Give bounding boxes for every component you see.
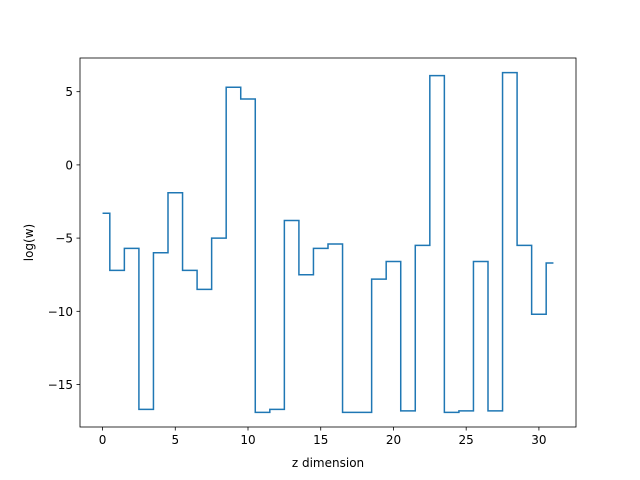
x-tick-label: 10 bbox=[240, 433, 255, 447]
y-tick-label: −10 bbox=[48, 305, 73, 319]
y-axis-label: log(w) bbox=[22, 224, 36, 261]
y-tick-label: 0 bbox=[65, 158, 73, 172]
y-tick-label: −5 bbox=[55, 232, 73, 246]
x-axis-label: z dimension bbox=[292, 456, 364, 470]
x-tick-label: 0 bbox=[99, 433, 107, 447]
x-axis: 0 5 10 15 20 25 30 bbox=[99, 427, 547, 447]
series-line-0 bbox=[102, 71, 554, 414]
x-tick-label: 15 bbox=[313, 433, 328, 447]
x-tick-label: 5 bbox=[171, 433, 179, 447]
x-tick-label: 25 bbox=[459, 433, 474, 447]
y-tick-label: 5 bbox=[65, 85, 73, 99]
x-tick-label: 30 bbox=[531, 433, 546, 447]
plot-area bbox=[102, 71, 554, 414]
y-axis: −15 −10 −5 0 5 bbox=[48, 85, 80, 392]
x-tick-label: 20 bbox=[386, 433, 401, 447]
plot-frame bbox=[79, 57, 577, 428]
y-tick-label: −15 bbox=[48, 378, 73, 392]
